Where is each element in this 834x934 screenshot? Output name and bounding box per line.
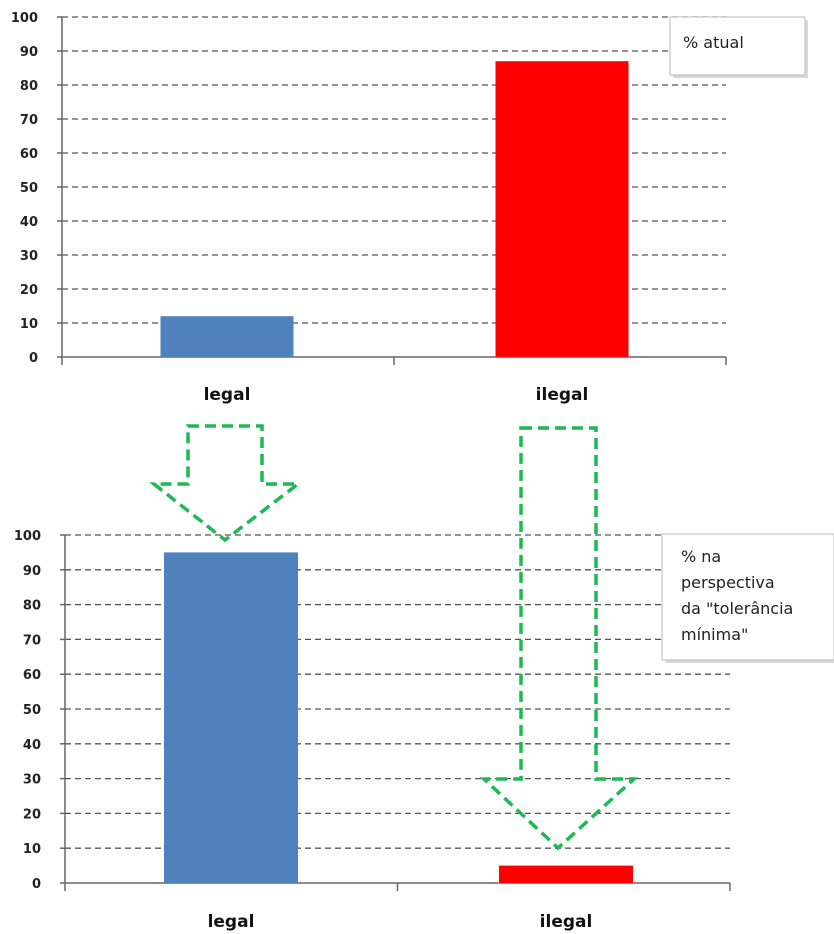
category-label: legal (204, 385, 251, 405)
y-tick-label: 70 (20, 113, 38, 128)
y-tick-label: 80 (23, 599, 41, 614)
arrow-legal-down (148, 424, 304, 543)
legend-text: % na (681, 547, 721, 566)
y-tick-label: 60 (23, 668, 41, 683)
y-tick-label: 60 (20, 147, 38, 162)
y-tick-label: 10 (20, 317, 38, 332)
y-tick-label: 50 (23, 703, 41, 718)
y-tick-label: 50 (20, 181, 38, 196)
legend-box (661, 533, 834, 661)
bar-legal (164, 552, 298, 883)
category-label: ilegal (536, 385, 589, 405)
y-tick-label: 100 (14, 529, 41, 544)
y-tick-label: 100 (11, 11, 38, 26)
bar-ilegal (495, 61, 629, 357)
bar-ilegal (499, 865, 633, 883)
y-tick-label: 90 (23, 564, 41, 579)
legend-text: % atual (683, 33, 744, 52)
y-tick-label: 40 (23, 738, 41, 753)
chart-current: 0 10 20 30 40 50 60 70 80 90 100 legal ilegal % atual (11, 11, 808, 405)
y-tick-label: 20 (20, 283, 38, 298)
bar-legal (160, 316, 294, 357)
legend-text: mínima" (681, 625, 748, 644)
y-tick-label: 80 (20, 79, 38, 94)
y-tick-label: 0 (29, 351, 38, 366)
transition-arrows (148, 424, 639, 851)
legend-text: perspectiva (681, 573, 775, 592)
y-tick-label: 90 (20, 45, 38, 60)
chart-minimum-tolerance: 0 10 20 30 40 50 60 70 80 90 100 legal ilegal % na per… (14, 529, 834, 932)
legend-box (669, 16, 806, 76)
y-tick-label: 30 (20, 249, 38, 264)
legend-text: da "tolerância (681, 599, 793, 618)
y-tick-label: 0 (32, 877, 41, 892)
y-tick-label: 20 (23, 807, 41, 822)
category-label: legal (208, 912, 255, 932)
y-tick-label: 30 (23, 773, 41, 788)
y-tick-label: 10 (23, 842, 41, 857)
y-tick-label: 40 (20, 215, 38, 230)
y-tick-label: 70 (23, 633, 41, 648)
arrow-ilegal-down (479, 426, 639, 851)
category-label: ilegal (540, 912, 593, 932)
